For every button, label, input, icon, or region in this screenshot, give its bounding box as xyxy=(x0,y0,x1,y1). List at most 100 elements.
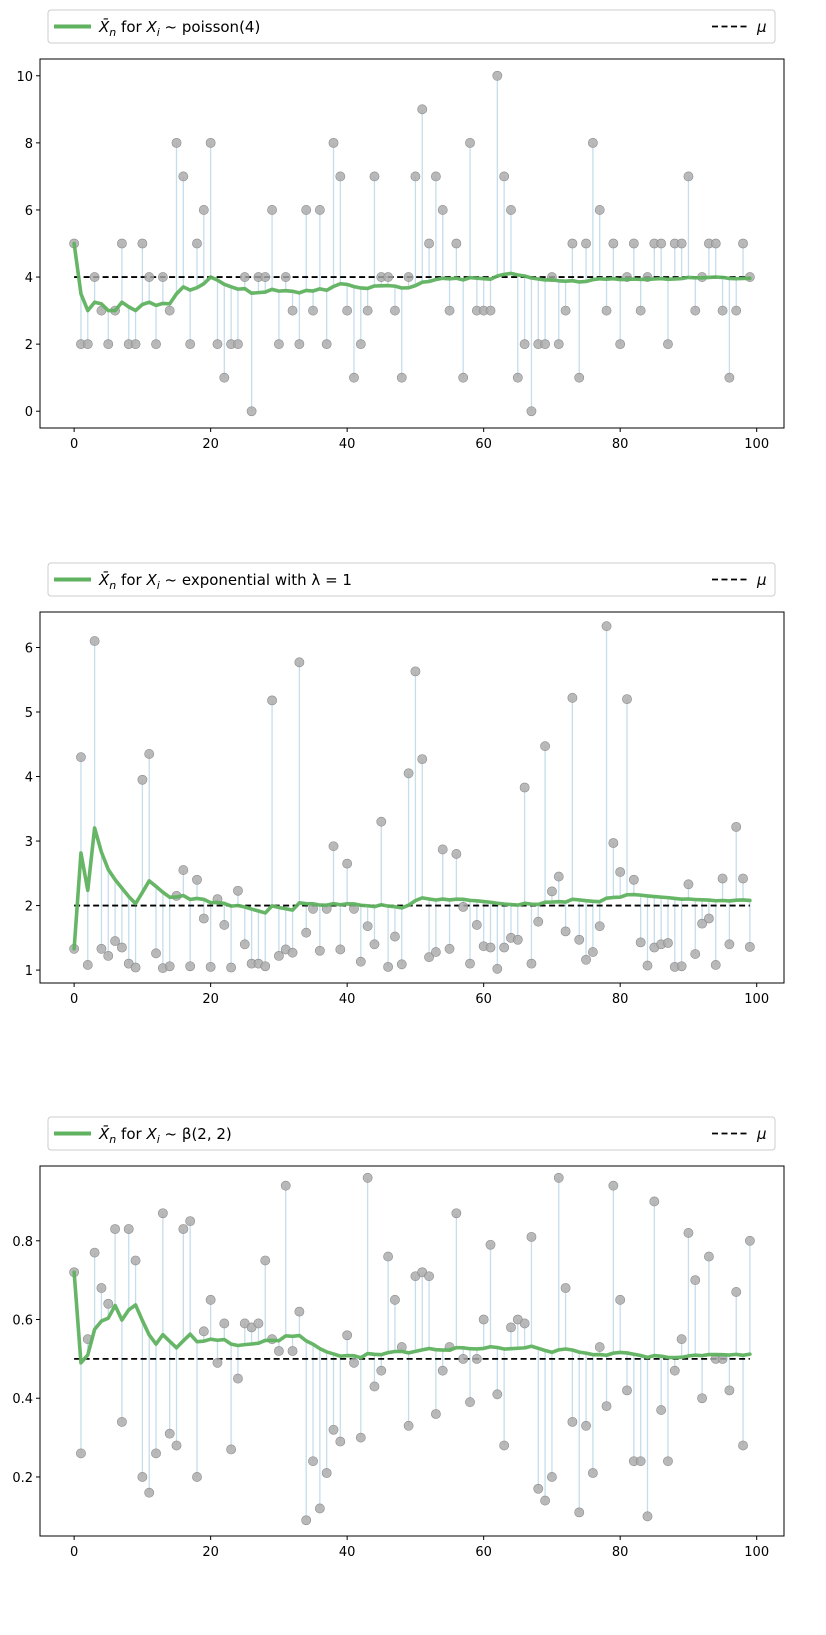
sample-point xyxy=(369,1381,380,1392)
sample-point xyxy=(103,951,114,961)
sample-point xyxy=(451,1208,462,1219)
sample-point xyxy=(185,339,196,350)
sample-point xyxy=(424,952,434,963)
sample-point xyxy=(553,871,564,882)
sample-point xyxy=(82,339,93,350)
sample-point xyxy=(89,1247,100,1258)
sample-point xyxy=(704,913,714,924)
sample-point xyxy=(335,1436,346,1447)
sample-point xyxy=(485,1239,496,1250)
sample-point xyxy=(82,960,93,970)
y-tick-label: 5 xyxy=(25,706,33,721)
sample-point xyxy=(628,238,639,249)
sample-point xyxy=(205,961,216,972)
sample-point xyxy=(328,1424,339,1435)
sample-point xyxy=(301,927,312,938)
sample-point xyxy=(519,782,530,793)
sample-point xyxy=(581,238,591,249)
sample-point xyxy=(567,1416,578,1427)
sample-point xyxy=(178,171,189,182)
sample-point xyxy=(738,873,748,884)
sample-point xyxy=(451,238,462,249)
sample-point xyxy=(601,1401,612,1412)
sample-point xyxy=(744,941,755,952)
sample-point xyxy=(663,938,673,948)
sample-point xyxy=(471,920,482,930)
sample-point xyxy=(308,305,318,316)
sample-point xyxy=(506,1322,516,1333)
sample-point xyxy=(144,1487,155,1498)
sample-point xyxy=(594,205,605,215)
sample-point xyxy=(622,1385,632,1396)
x-tick-label: 100 xyxy=(744,1545,769,1560)
sample-point xyxy=(526,406,537,417)
stems xyxy=(80,1177,751,1521)
x-tick-label: 40 xyxy=(339,437,356,452)
sample-point xyxy=(594,921,605,932)
sample-point xyxy=(690,949,701,959)
y-tick-label: 8 xyxy=(25,137,33,152)
sample-point xyxy=(164,961,175,972)
sample-point xyxy=(676,961,687,972)
sample-point xyxy=(587,947,598,957)
sample-point xyxy=(724,939,735,950)
sample-point xyxy=(499,942,510,953)
sample-point xyxy=(164,1428,175,1439)
running-mean-line xyxy=(72,241,752,313)
sample-point xyxy=(485,305,496,316)
sample-point xyxy=(314,1503,325,1514)
x-tick-label: 0 xyxy=(70,1545,78,1560)
sample-point xyxy=(280,1180,291,1191)
sample-point xyxy=(321,339,332,350)
sample-point xyxy=(151,1448,161,1459)
sample-point xyxy=(273,339,284,350)
sample-point xyxy=(437,1365,448,1376)
sample-point xyxy=(430,947,441,957)
sample-point xyxy=(178,865,189,875)
sample-point xyxy=(171,1440,182,1451)
sample-point xyxy=(226,962,237,973)
sample-point xyxy=(301,205,312,215)
sample-point xyxy=(553,339,564,350)
sample-point xyxy=(369,939,380,950)
sample-point xyxy=(581,1420,591,1431)
sample-point xyxy=(103,339,114,350)
sample-point xyxy=(273,1346,284,1356)
y-tick-label: 3 xyxy=(25,835,33,850)
sample-point xyxy=(260,961,271,972)
sample-point xyxy=(362,1172,373,1183)
y-tick-label: 0.8 xyxy=(12,1235,33,1250)
sample-point xyxy=(683,171,694,182)
sample-point xyxy=(403,1420,414,1431)
sample-point xyxy=(635,305,646,316)
sample-point xyxy=(157,272,168,282)
sample-point xyxy=(512,372,523,383)
sample-point xyxy=(294,657,305,668)
sample-point xyxy=(287,305,298,316)
sample-point xyxy=(499,1440,510,1451)
running-mean-line xyxy=(72,1270,752,1365)
sample-point xyxy=(533,1483,544,1494)
sample-point xyxy=(219,372,230,383)
sample-point xyxy=(294,1306,305,1317)
y-tick-label: 0.6 xyxy=(12,1314,33,1329)
sample-point xyxy=(198,913,209,924)
sample-point xyxy=(376,1365,387,1376)
sample-point xyxy=(594,1342,605,1352)
sample-point xyxy=(690,305,701,316)
sample-point xyxy=(117,1416,127,1427)
y-tick-label: 4 xyxy=(25,771,33,786)
sample-point xyxy=(123,1224,134,1234)
x-tick-label: 60 xyxy=(475,1545,492,1560)
sample-point xyxy=(526,958,537,969)
sample-point xyxy=(342,1330,353,1341)
sample-point xyxy=(492,963,503,974)
sample-point xyxy=(485,942,496,953)
x-tick-label: 40 xyxy=(339,1545,356,1560)
sample-point xyxy=(738,1440,748,1451)
sample-point xyxy=(731,305,742,316)
sample-point xyxy=(547,1472,557,1482)
sample-point xyxy=(403,768,414,779)
sample-point xyxy=(321,1468,332,1478)
sample-point xyxy=(267,205,277,215)
